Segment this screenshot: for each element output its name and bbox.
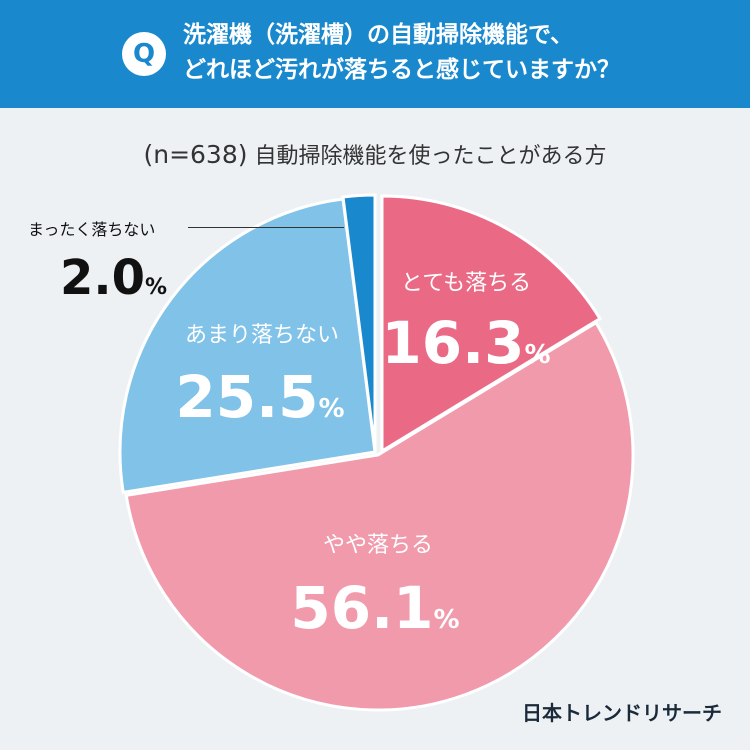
question-line-2: どれほど汚れが落ちると感じていますか？ (183, 57, 620, 83)
leader-line (188, 227, 344, 228)
question-text: 洗濯機（洗濯槽）の自動掃除機能で、 どれほど汚れが落ちると感じていますか？ (183, 18, 743, 88)
question-header: Q 洗濯機（洗濯槽）の自動掃除機能で、 どれほど汚れが落ちると感じていますか？ (0, 0, 750, 108)
label-very: とても落ちる (401, 271, 531, 296)
respondent-description: 自動掃除機能を使ったことがある方 (254, 144, 607, 169)
question-line-1: 洗濯機（洗濯槽）の自動掃除機能で、 (183, 22, 574, 48)
sample-size: (n=638) (143, 140, 248, 169)
chart-subtitle: (n=638) 自動掃除機能を使ったことがある方 (0, 138, 750, 170)
value-very: 16.3% (381, 309, 550, 377)
slice-very (380, 194, 603, 454)
slice-somewhat (124, 320, 635, 712)
label-not-at-all: まったく落ちない (28, 220, 156, 239)
brand-logo: 日本トレンドリサーチ (522, 701, 722, 725)
slice-not-at-all (341, 193, 377, 451)
q-badge: Q (122, 32, 166, 76)
label-somewhat: やや落ちる (323, 533, 433, 558)
slice-not-much (118, 197, 377, 495)
label-not-much: あまり落ちない (185, 323, 339, 348)
percent-sign: % (145, 275, 168, 300)
value-not-at-all: 2.0% (60, 250, 167, 306)
value-not-much: 25.5% (175, 363, 344, 431)
value-number: 2.0 (60, 250, 146, 306)
value-somewhat: 56.1% (290, 574, 459, 642)
